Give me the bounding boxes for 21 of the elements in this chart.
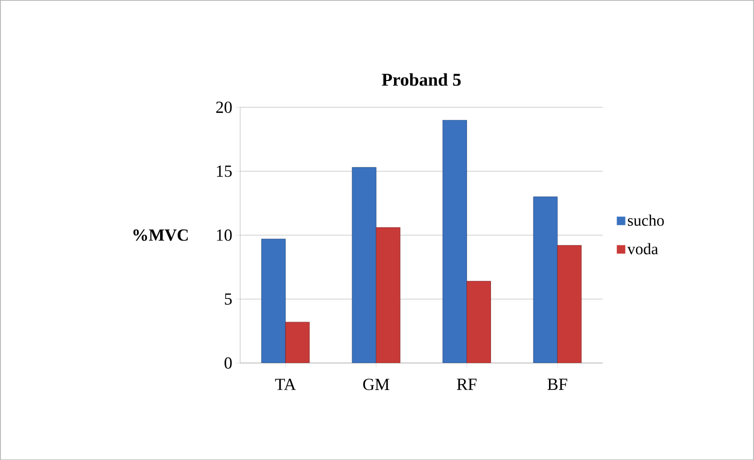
bar [376,227,400,363]
bar [466,280,491,363]
chart-title: Proband 5 [382,73,461,86]
bar [285,322,310,363]
legend-label: voda [627,242,658,254]
y-tick-label: 15 [216,165,232,177]
bar [352,167,376,363]
x-tick-label: GM [363,378,390,390]
bar [261,238,286,363]
bar [533,196,558,363]
bar [442,120,467,363]
y-tick-label: 20 [216,101,232,113]
x-tick-label: TA [275,378,296,390]
legend-label: sucho [628,214,664,226]
y-tick-label: 10 [216,229,232,241]
x-tick-label: BF [548,378,568,390]
bar [557,245,582,363]
y-tick-label: 5 [224,293,232,305]
y-tick-label: 0 [224,357,232,369]
x-tick-label: RF [456,378,477,390]
y-axis-title: %MVC [133,229,188,241]
